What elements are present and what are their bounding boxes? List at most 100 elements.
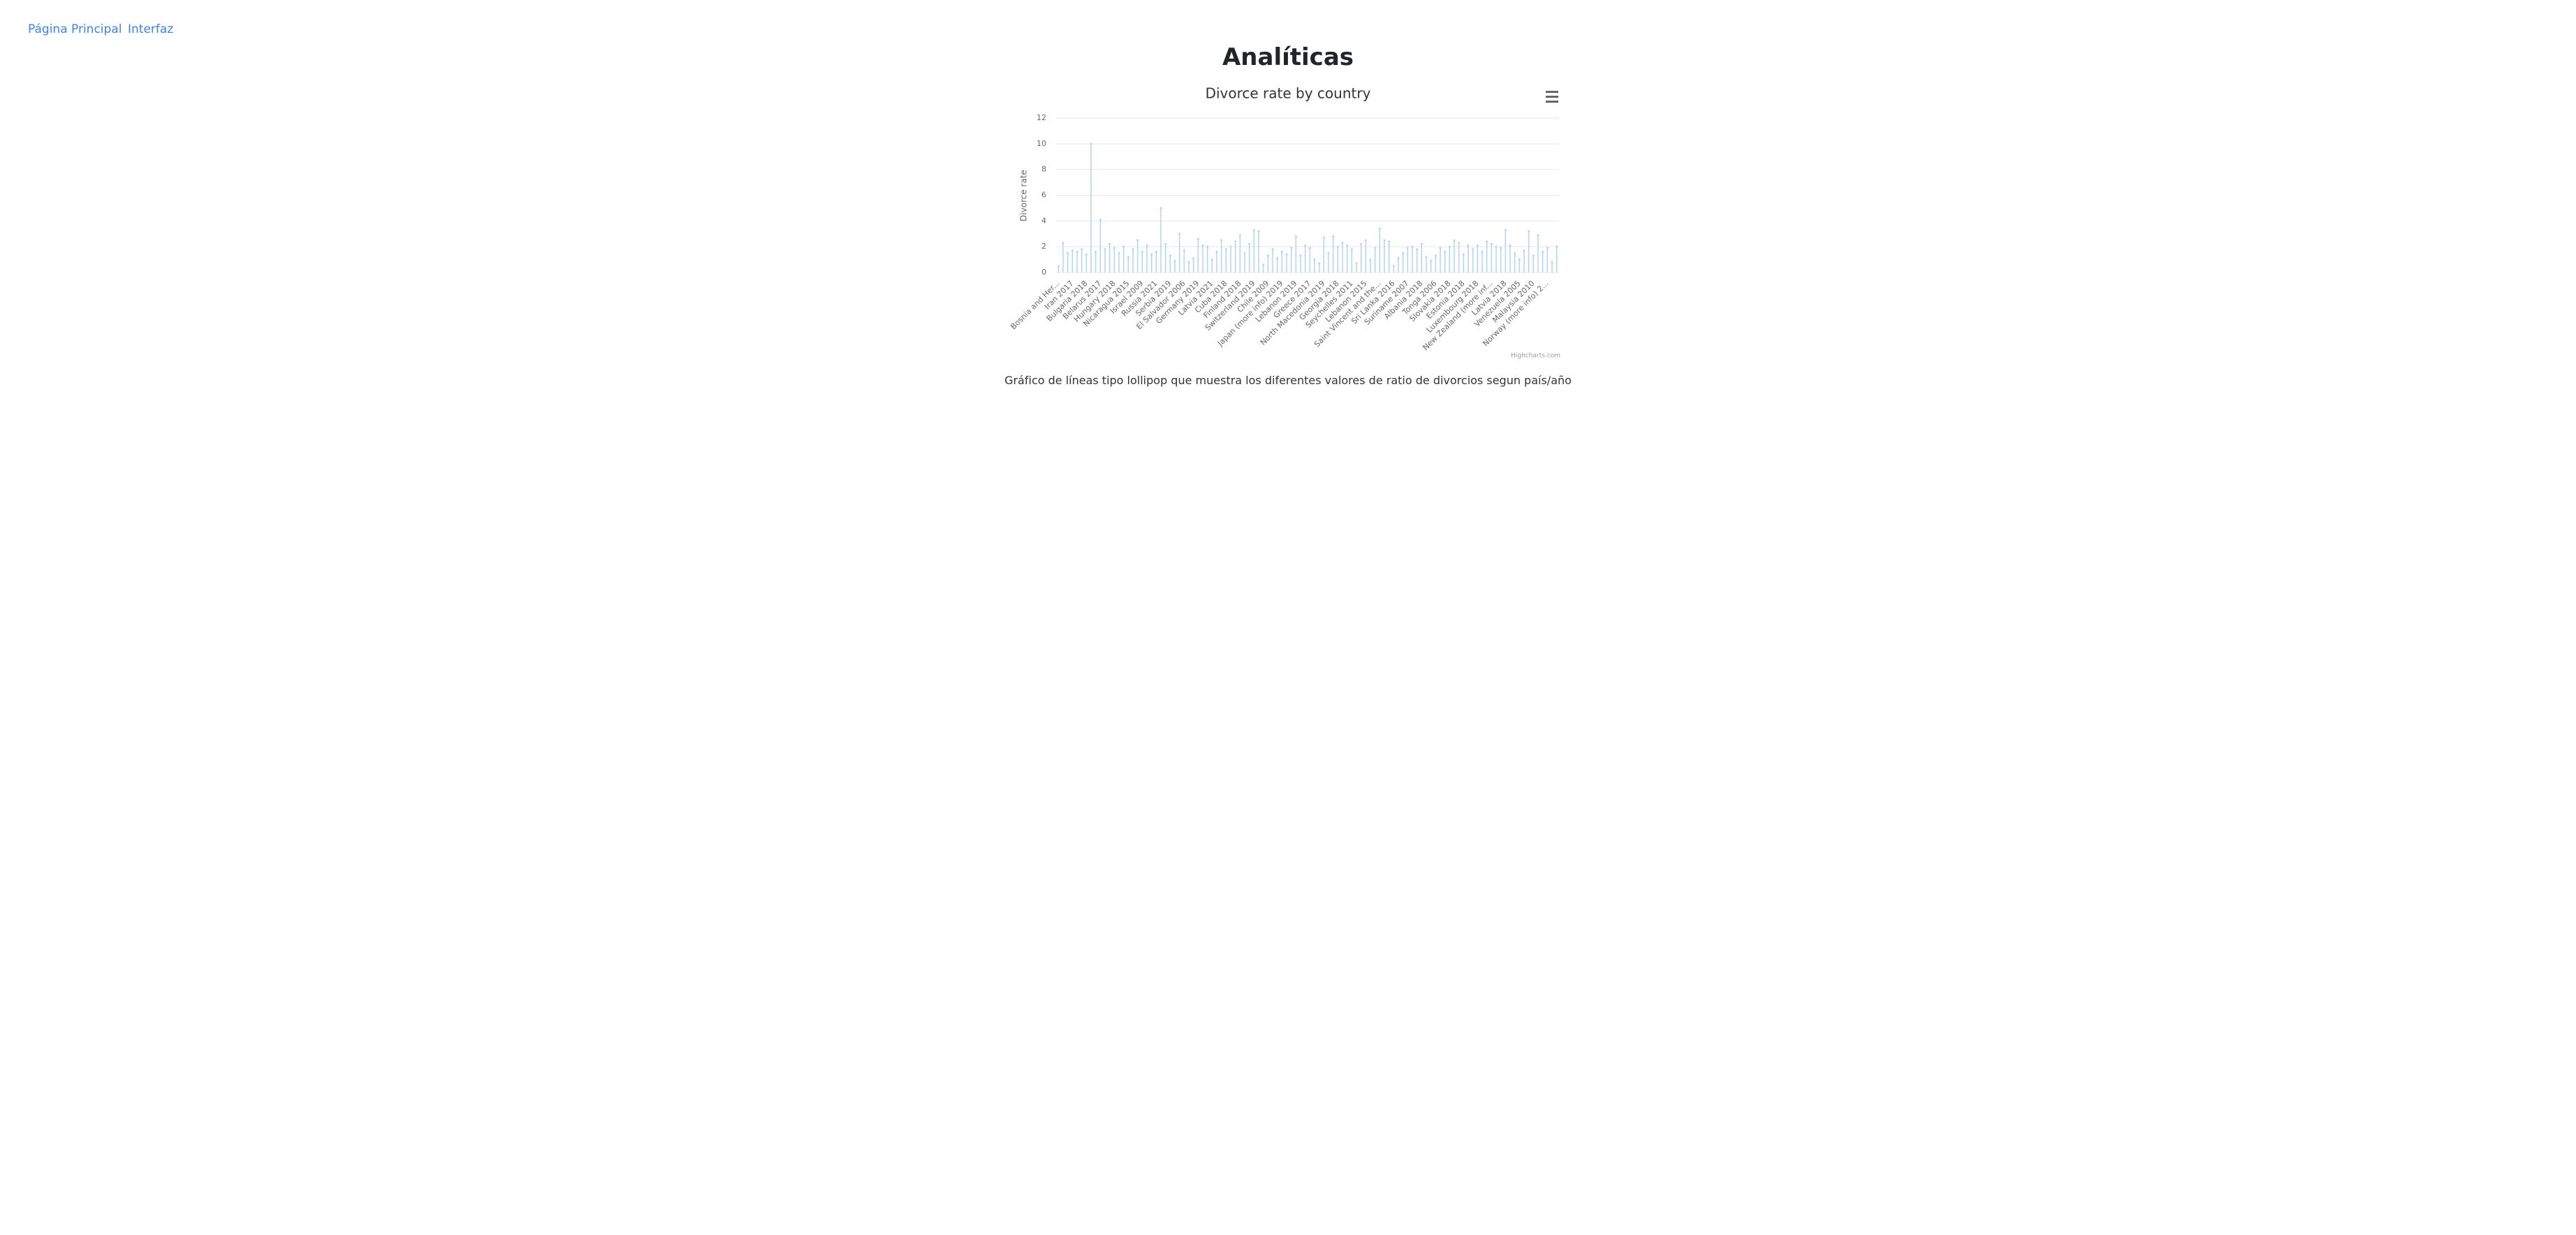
- lollipop-marker: [1187, 261, 1190, 263]
- lollipop-marker: [1388, 240, 1391, 243]
- lollipop-marker: [1430, 259, 1433, 262]
- lollipop-marker: [1062, 242, 1064, 244]
- lollipop-marker: [1551, 261, 1553, 263]
- lollipop-marker: [1523, 249, 1525, 252]
- lollipop-marker: [1206, 245, 1209, 248]
- y-tick-label: 8: [1041, 165, 1046, 174]
- lollipop-marker: [1136, 239, 1139, 242]
- lollipop-marker: [1332, 235, 1335, 238]
- nav-link[interactable]: Página Principal: [28, 22, 122, 36]
- lollipop-marker: [1355, 262, 1358, 265]
- lollipop-marker: [1196, 238, 1199, 240]
- lollipop-marker: [1327, 251, 1330, 254]
- lollipop-marker: [1458, 242, 1461, 244]
- lollipop-marker: [1090, 142, 1092, 145]
- lollipop-marker: [1192, 257, 1195, 260]
- lollipop-marker: [1183, 249, 1185, 252]
- lollipop-marker: [1425, 256, 1428, 258]
- lollipop-marker: [1518, 258, 1521, 261]
- credits[interactable]: Highcharts.com: [1511, 353, 1560, 360]
- lollipop-marker: [1462, 253, 1465, 256]
- lollipop-marker: [1509, 244, 1512, 247]
- lollipop-marker: [1346, 244, 1349, 247]
- lollipop-marker: [1392, 265, 1395, 268]
- lollipop-marker: [1057, 265, 1060, 268]
- lollipop-marker: [1178, 233, 1181, 235]
- lollipop-marker: [1486, 240, 1488, 243]
- heading: Analíticas: [1222, 43, 1354, 71]
- lollipop-marker: [1434, 254, 1437, 257]
- lollipop-marker: [1369, 258, 1372, 261]
- lollipop-marker: [1500, 247, 1502, 249]
- lollipop-marker: [1546, 247, 1549, 249]
- nav-link[interactable]: Interfaz: [128, 22, 174, 36]
- lollipop-marker: [1416, 248, 1419, 251]
- lollipop-marker: [1411, 245, 1414, 248]
- chart: Divorce rate by country Divorce rate Hig…: [1009, 85, 1560, 360]
- y-tick-label: 2: [1041, 242, 1046, 251]
- lollipop-marker: [1108, 242, 1111, 245]
- lollipop-marker: [1467, 244, 1470, 247]
- lollipop-marker: [1262, 263, 1265, 266]
- lollipop-marker: [1118, 251, 1120, 254]
- lollipop-marker: [1318, 262, 1321, 265]
- caption: Gráfico de líneas tipo lollipop que mues…: [1004, 374, 1572, 387]
- lollipop-marker: [1220, 239, 1223, 242]
- y-tick-label: 6: [1041, 191, 1046, 200]
- lollipop-marker: [1364, 239, 1367, 242]
- lollipop-marker: [1155, 251, 1157, 254]
- lollipop-marker: [1141, 251, 1143, 254]
- lollipop-marker: [1322, 236, 1325, 239]
- y-tick-label: 12: [1037, 113, 1046, 122]
- lollipop-marker: [1085, 253, 1088, 256]
- lollipop-marker: [1173, 259, 1176, 262]
- lollipop-marker: [1495, 245, 1498, 248]
- lollipop-marker: [1238, 234, 1241, 237]
- lollipop-marker: [1556, 245, 1558, 248]
- lollipop-marker: [1374, 247, 1377, 249]
- lollipop-marker: [1099, 218, 1102, 221]
- lollipop-marker: [1104, 248, 1106, 251]
- lollipop-marker: [1159, 207, 1162, 210]
- lollipop-marker: [1229, 245, 1232, 248]
- lollipop-marker: [1308, 247, 1311, 249]
- lollipop-marker: [1528, 230, 1530, 233]
- lollipop-marker: [1439, 247, 1442, 249]
- lollipop-marker: [1132, 248, 1134, 251]
- lollipop-marker: [1234, 240, 1237, 243]
- lollipop-marker: [1081, 248, 1083, 251]
- menu-icon-line: [1546, 96, 1558, 98]
- lollipop-marker: [1290, 247, 1293, 249]
- lollipop-marker: [1532, 254, 1535, 257]
- lollipop-marker: [1420, 242, 1423, 245]
- lollipop-marker: [1164, 242, 1167, 245]
- lollipop-marker: [1481, 251, 1484, 254]
- lollipop-marker: [1453, 239, 1456, 242]
- lollipop-marker: [1150, 253, 1153, 256]
- lollipop-marker: [1341, 242, 1344, 244]
- lollipop-marker: [1276, 257, 1279, 260]
- y-tick-label: 4: [1041, 216, 1046, 225]
- lollipop-marker: [1537, 234, 1539, 237]
- lollipop-marker: [1406, 247, 1409, 249]
- lollipop-marker: [1248, 242, 1251, 245]
- lollipop-marker: [1444, 251, 1447, 254]
- lollipop-marker: [1402, 251, 1405, 254]
- lollipop-marker: [1252, 228, 1255, 231]
- lollipop-marker: [1266, 254, 1269, 257]
- lollipop-marker: [1336, 245, 1339, 248]
- menu-icon-line: [1546, 101, 1558, 103]
- lollipop-marker: [1169, 254, 1171, 257]
- menu-button[interactable]: [1546, 91, 1558, 103]
- lollipop-marker: [1304, 244, 1307, 247]
- lollipop-marker: [1210, 258, 1213, 261]
- lollipop-marker: [1504, 228, 1507, 231]
- lollipop-marker: [1076, 251, 1078, 254]
- y-axis-title: Divorce rate: [1019, 170, 1029, 221]
- lollipop-marker: [1224, 248, 1227, 251]
- lollipop-marker: [1299, 254, 1302, 257]
- lollipop-marker: [1378, 227, 1381, 230]
- lollipop-marker: [1271, 248, 1274, 251]
- lollipop-marker: [1201, 244, 1204, 247]
